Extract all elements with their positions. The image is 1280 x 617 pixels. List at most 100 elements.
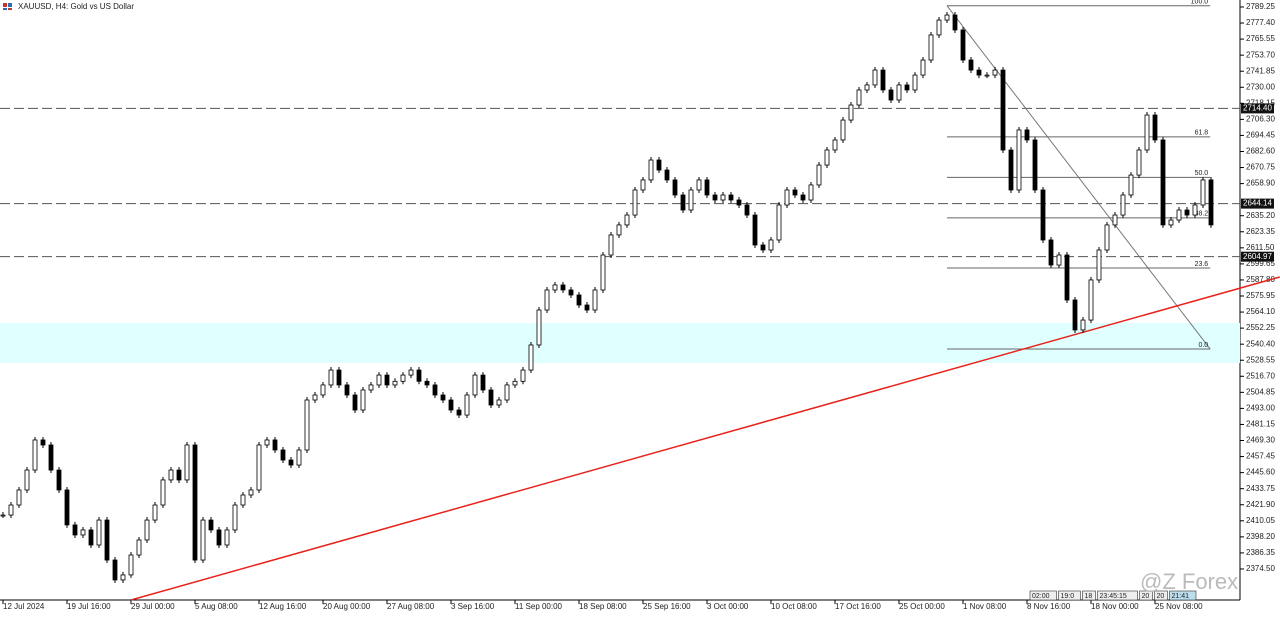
candle-body: [928, 34, 934, 61]
candle-body: [384, 374, 390, 386]
candle-body: [992, 69, 998, 76]
candle-body: [1024, 129, 1030, 141]
fib-level-label: 50.0: [1195, 170, 1209, 177]
candle-body: [416, 369, 422, 382]
symbol-icon: [3, 3, 12, 10]
candle-body: [328, 369, 334, 386]
timer-label: 21:41: [1172, 593, 1190, 600]
candle-body: [1096, 249, 1102, 281]
price-tag: [1241, 198, 1274, 209]
candle-body: [704, 179, 710, 196]
price-tag-label: 2644.14: [1243, 199, 1272, 208]
x-tick-label: 25 Oct 00:00: [899, 602, 945, 611]
candle-body: [904, 84, 910, 91]
candle-body: [64, 489, 70, 526]
candle-body: [1032, 139, 1038, 191]
candle-body: [152, 504, 158, 521]
candle-body: [368, 384, 374, 391]
candle-body: [424, 380, 430, 386]
candle-body: [512, 380, 518, 386]
y-tick-label: 2469.30: [1246, 436, 1275, 445]
y-tick-label: 2386.35: [1246, 548, 1275, 557]
candle-body: [144, 519, 150, 541]
candle-body: [336, 369, 342, 386]
candle-body: [736, 199, 742, 206]
candle-body: [520, 369, 526, 382]
x-tick-label: 27 Aug 08:00: [387, 602, 435, 611]
candle-body: [576, 294, 582, 306]
candle-body: [848, 104, 854, 121]
candle-body: [680, 194, 686, 211]
candle-body: [584, 304, 590, 311]
timer-box: [1029, 590, 1057, 601]
candle-body: [688, 189, 694, 211]
candle-body: [632, 189, 638, 216]
y-tick-label: 2457.45: [1246, 452, 1275, 461]
candle-body: [96, 519, 102, 546]
y-tick-label: 2741.85: [1246, 66, 1275, 75]
candle-body: [248, 489, 254, 496]
candle-body: [888, 89, 894, 101]
candle-body: [824, 149, 830, 166]
candle-body: [504, 384, 510, 401]
y-tick-label: 2611.50: [1246, 243, 1275, 252]
candle-body: [192, 444, 198, 561]
timer-label: 23:45:15: [1100, 593, 1127, 600]
y-tick-label: 2398.20: [1246, 532, 1275, 541]
candle-body: [40, 439, 46, 446]
y-tick-label: 2445.60: [1246, 468, 1275, 477]
candle-body: [544, 289, 550, 311]
x-tick-label: 17 Oct 16:00: [835, 602, 881, 611]
timer-box: [1058, 590, 1081, 601]
candle-body: [760, 244, 766, 251]
candle-body: [832, 139, 838, 151]
candle-body: [432, 384, 438, 396]
y-tick-label: 2753.70: [1246, 50, 1275, 59]
candle-body: [376, 374, 382, 386]
candle-body: [536, 309, 542, 346]
y-tick-label: 2587.80: [1246, 275, 1275, 284]
candle-body: [552, 284, 558, 291]
candle-body: [864, 84, 870, 91]
candle-body: [224, 529, 230, 546]
candle-body: [32, 439, 38, 471]
candle-body: [56, 469, 62, 491]
candle-body: [440, 394, 446, 401]
candle-body: [48, 444, 54, 471]
candle-body: [1176, 209, 1182, 221]
candle-body: [816, 164, 822, 186]
candle-body: [808, 184, 814, 201]
candle-body: [600, 254, 606, 291]
x-tick-label: 5 Aug 08:00: [195, 602, 238, 611]
x-tick-label: 18 Sep 08:00: [579, 602, 627, 611]
y-tick-label: 2765.55: [1246, 34, 1275, 43]
candle-body: [456, 409, 462, 416]
candle-body: [856, 89, 862, 106]
timer-box: [1154, 590, 1168, 601]
candle-body: [264, 439, 270, 446]
candle-body: [712, 194, 718, 201]
timer-box: [1139, 590, 1153, 601]
y-tick-label: 2682.60: [1246, 147, 1275, 156]
x-tick-label: 1 Nov 08:00: [963, 602, 1007, 611]
x-tick-label: 12 Jul 2024: [3, 602, 45, 611]
y-tick-label: 2504.85: [1246, 387, 1275, 396]
candle-body: [1056, 254, 1062, 266]
candle-body: [312, 394, 318, 401]
candle-body: [1112, 214, 1118, 226]
candle-body: [1072, 299, 1078, 331]
candle-body: [672, 179, 678, 196]
candle-body: [88, 529, 94, 546]
x-tick-label: 10 Oct 08:00: [771, 602, 817, 611]
candle-body: [400, 374, 406, 382]
candle-body: [448, 399, 454, 411]
candle-body: [1120, 194, 1126, 216]
candle-body: [936, 19, 942, 36]
candle-body: [784, 189, 790, 206]
y-tick-label: 2694.45: [1246, 131, 1275, 140]
candle-body: [1008, 149, 1014, 191]
price-tag: [1241, 103, 1274, 114]
y-tick-label: 2658.90: [1246, 179, 1275, 188]
